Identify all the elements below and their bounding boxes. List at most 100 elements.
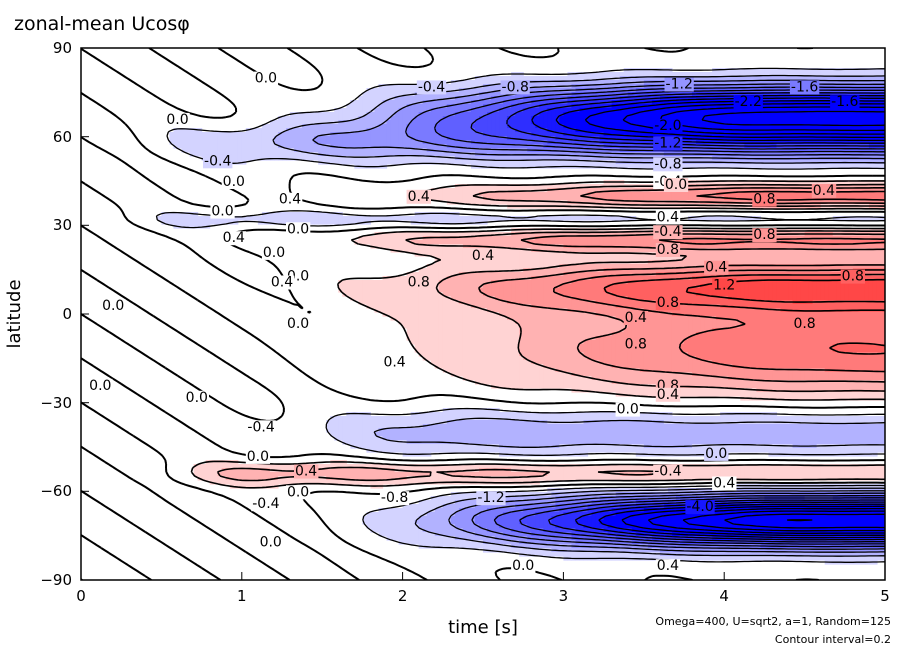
field-cell [784,200,790,205]
field-cell [438,140,444,145]
field-cell [627,116,633,121]
field-cell [615,204,621,209]
field-cell [832,92,838,97]
field-cell [872,184,878,189]
field-cell [667,116,673,121]
field-cell [591,160,597,165]
field-cell [503,132,508,137]
field-cell [330,156,335,161]
field-cell [704,136,709,141]
field-cell [752,108,757,113]
field-cell [868,112,874,117]
field-cell [840,148,846,153]
field-cell [619,84,625,89]
field-cell [474,148,480,153]
field-cell [466,144,472,149]
field-cell [804,108,810,113]
field-cell [527,216,532,221]
field-cell [286,148,291,153]
field-cell [535,192,540,197]
field-cell [515,108,520,113]
field-cell [277,212,283,217]
field-cell [567,140,573,145]
field-cell [382,240,388,245]
field-cell [418,140,424,145]
field-cell [294,136,299,141]
field-cell [519,232,524,237]
field-cell [764,104,770,109]
field-cell [382,116,388,121]
field-cell [880,164,885,169]
field-cell [780,196,786,201]
field-cell [848,164,854,169]
field-cell [844,84,850,89]
field-cell [539,232,544,237]
field-cell [442,140,448,145]
field-cell [418,216,424,221]
field-cell [438,188,444,193]
field-cell [302,212,307,217]
field-cell [848,216,854,221]
field-cell [306,112,311,117]
field-cell [651,88,657,93]
field-cell [635,204,641,209]
field-cell [880,136,885,141]
field-cell [277,124,283,129]
field-cell [314,112,319,117]
field-cell [844,80,850,85]
field-cell [736,180,741,185]
field-cell [358,136,363,141]
field-cell [543,232,548,237]
field-cell [868,72,874,77]
field-cell [856,240,862,245]
field-cell [426,220,432,225]
field-cell [551,124,556,129]
field-cell [338,160,343,165]
field-cell [708,108,713,113]
field-cell [836,196,842,201]
field-cell [579,240,585,245]
field-cell [430,132,436,137]
field-cell [346,160,351,165]
field-cell [273,220,279,225]
field-cell [515,116,520,121]
field-cell [696,80,701,85]
field-cell [386,236,392,241]
field-cell [631,240,637,245]
field-cell [607,204,613,209]
field-cell [354,100,359,105]
field-cell [571,160,577,165]
field-cell [350,116,355,121]
field-cell [860,80,866,85]
field-cell [523,124,528,129]
field-cell [760,72,765,77]
field-cell [410,232,416,237]
field-cell [563,196,569,201]
field-cell [410,124,416,129]
field-cell [350,112,355,117]
field-cell [422,156,428,161]
field-cell [294,144,299,149]
field-cell [346,136,351,141]
field-cell [426,136,432,141]
field-cell [567,144,573,149]
field-cell [824,116,830,121]
field-cell [696,96,701,101]
field-cell [342,148,347,153]
field-cell [173,216,179,221]
field-cell [531,88,536,93]
field-cell [611,124,617,129]
field-cell [824,180,830,185]
field-cell [410,100,416,105]
field-cell [619,100,625,105]
field-cell [607,108,613,113]
field-cell [374,136,380,141]
field-cell [442,132,448,137]
field-cell [704,108,709,113]
field-cell [816,196,822,201]
field-cell [864,112,870,117]
field-cell [591,128,597,133]
field-cell [756,148,761,153]
field-cell [442,240,448,245]
field-cell [177,136,183,141]
